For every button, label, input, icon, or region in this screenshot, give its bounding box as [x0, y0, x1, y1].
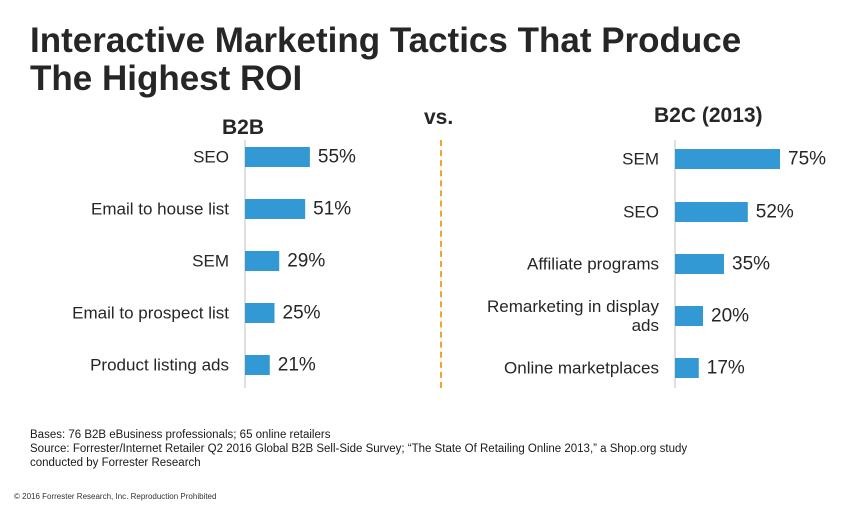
b2c-chart-title: B2C (2013) [654, 104, 763, 127]
category-label: SEM [622, 150, 659, 169]
copyright-notice: © 2016 Forrester Research, Inc. Reproduc… [14, 492, 217, 501]
value-label: 52% [756, 202, 794, 223]
value-label: 35% [732, 254, 770, 275]
value-label: 55% [318, 147, 356, 168]
footnotes: Bases: 76 B2B eBusiness professionals; 6… [30, 428, 840, 470]
category-label: Product listing ads [90, 356, 229, 375]
category-label: SEO [193, 148, 229, 167]
source-note-line-2: conducted by Forrester Research [30, 457, 201, 469]
source-note-line-1: Source: Forrester/Internet Retailer Q2 2… [30, 443, 688, 455]
bar-4 [675, 306, 703, 326]
chart-divider [440, 140, 442, 388]
b2b-bar-chart: SEO 55% Email to house list 51% SEM 29% Email … [72, 140, 356, 388]
value-label: 17% [707, 358, 745, 379]
category-label: Email to prospect list [72, 304, 229, 323]
b2c-bar-chart: SEM 75% SEO 52% Affiliate programs 35% Remarke… [487, 140, 826, 388]
category-label: Remarketing in display [487, 297, 659, 316]
value-label: 25% [283, 303, 321, 324]
bases-note: Bases: 76 B2B eBusiness professionals; 6… [30, 429, 331, 441]
category-label: SEM [192, 252, 229, 271]
category-label: ads [632, 316, 659, 335]
bar-1 [245, 147, 310, 167]
bar-3 [245, 251, 280, 271]
title-line-2: The Highest ROI [30, 59, 303, 98]
bar-5 [675, 358, 699, 378]
category-label: Online marketplaces [504, 359, 659, 378]
bar-1 [675, 149, 780, 169]
bar-3 [675, 254, 724, 274]
bar-2 [245, 199, 306, 219]
value-label: 20% [711, 306, 749, 327]
bar-5 [245, 355, 270, 375]
category-label: SEO [623, 203, 659, 222]
category-label: Affiliate programs [527, 255, 659, 274]
bar-2 [675, 202, 748, 222]
value-label: 21% [278, 355, 316, 376]
b2b-chart-title: B2B [222, 116, 265, 139]
category-label: Email to house list [91, 200, 229, 219]
page-title: Interactive Marketing Tactics That Produ… [30, 22, 830, 98]
value-label: 29% [287, 251, 325, 272]
vs-label: vs. [424, 106, 454, 129]
bar-4 [245, 303, 275, 323]
value-label: 51% [313, 199, 351, 220]
title-line-1: Interactive Marketing Tactics That Produ… [30, 21, 742, 60]
value-label: 75% [788, 149, 826, 170]
